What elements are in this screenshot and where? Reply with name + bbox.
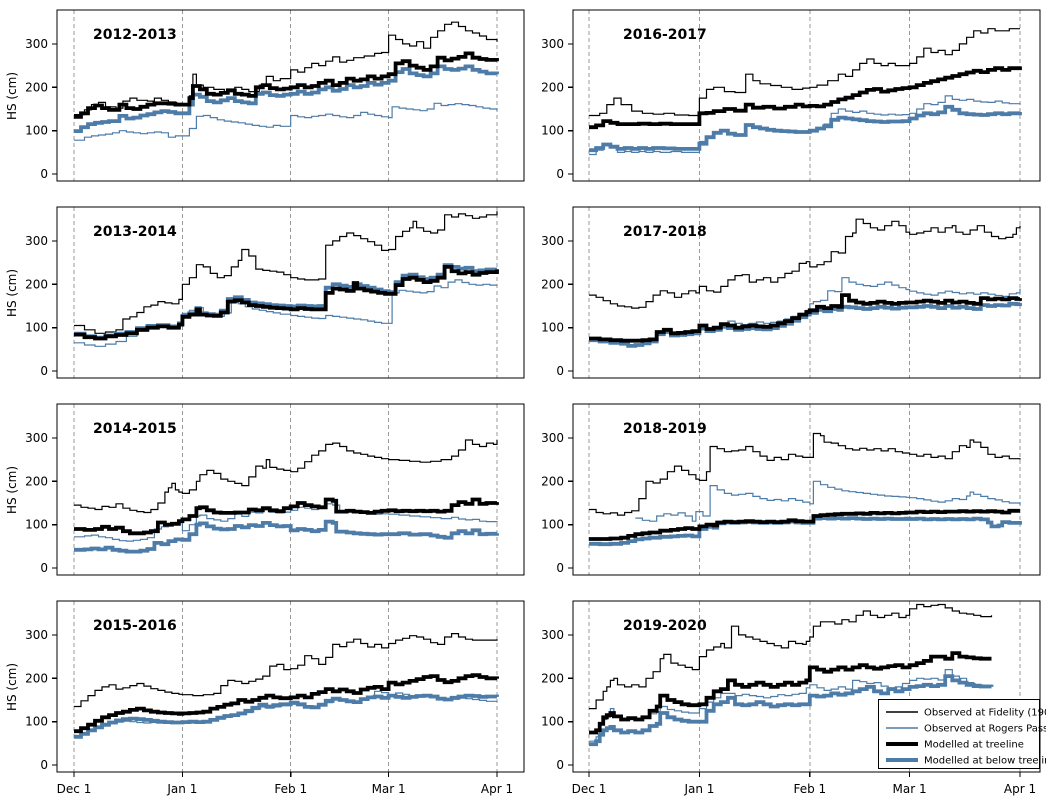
x-tick-label: Apr 1 xyxy=(1004,782,1036,796)
panel-2012-2013-chart: 0 100 200 300 HS (cm) 2012-2013 xyxy=(0,8,530,205)
panel-2017-2018-chart: 0 100 200 300 2017-2018 xyxy=(530,205,1046,402)
y-axis-title: HS (cm) xyxy=(5,72,19,120)
panel-title: 2012-2013 xyxy=(93,27,177,43)
y-tick-label: 300 xyxy=(25,628,48,642)
y-tick-label: 200 xyxy=(541,474,564,488)
legend: Observed at Fidelity (1905 m) Observed at… xyxy=(879,700,1046,769)
panel-2019-2020: 0 100 200 300 Dec 1 Jan 1 Feb 1 Mar 1 Apr 1 2019-… xyxy=(530,599,1046,808)
panel-title: 2017-2018 xyxy=(623,224,707,240)
x-tick-label: Dec 1 xyxy=(572,782,607,796)
y-tick-label: 0 xyxy=(556,167,564,181)
y-tick-label: 200 xyxy=(25,277,48,291)
y-tick-label: 100 xyxy=(25,124,48,138)
panel-2013-2014-chart: 0 100 200 300 HS (cm) 2013-2014 xyxy=(0,205,530,402)
y-tick-label: 300 xyxy=(541,234,564,248)
panel-2017-2018: 0 100 200 300 2017-2018 xyxy=(530,205,1046,406)
series-treeline-line xyxy=(589,66,1020,127)
y-tick-label: 0 xyxy=(556,561,564,575)
series-treeline-line xyxy=(589,511,1020,539)
panel-2014-2015: 0 100 200 300 HS (cm) 2014-2015 xyxy=(0,402,530,603)
series-fidelity-line xyxy=(589,434,1020,516)
y-axis-title: HS (cm) xyxy=(5,269,19,317)
panel-2013-2014: 0 100 200 300 HS (cm) 2013-2014 xyxy=(0,205,530,406)
y-tick-label: 300 xyxy=(541,37,564,51)
y-tick-label: 300 xyxy=(25,234,48,248)
y-axis-title: HS (cm) xyxy=(5,663,19,711)
panel-title: 2019-2020 xyxy=(623,618,707,634)
y-tick-label: 100 xyxy=(541,715,564,729)
x-tick-label: Apr 1 xyxy=(481,782,513,796)
y-tick-label: 200 xyxy=(541,80,564,94)
y-tick-label: 200 xyxy=(25,474,48,488)
x-tick-label: Jan 1 xyxy=(683,782,714,796)
panel-2012-2013: 0 100 200 300 HS (cm) 2012-2013 xyxy=(0,8,530,209)
panel-2016-2017: 0 100 200 300 2016-2017 xyxy=(530,8,1046,209)
legend-label-rogers: Observed at Rogers Pass (1315 m) xyxy=(924,724,1046,735)
panel-title: 2016-2017 xyxy=(623,27,707,43)
y-tick-label: 100 xyxy=(25,321,48,335)
panel-2016-2017-chart: 0 100 200 300 2016-2017 xyxy=(530,8,1046,205)
y-tick-label: 0 xyxy=(40,758,48,772)
y-tick-label: 100 xyxy=(25,715,48,729)
y-tick-label: 200 xyxy=(25,80,48,94)
y-tick-label: 0 xyxy=(40,561,48,575)
series-below-line xyxy=(74,522,497,552)
y-tick-label: 100 xyxy=(25,518,48,532)
legend-label-treeline: Modelled at treeline xyxy=(924,740,1024,751)
x-tick-label: Feb 1 xyxy=(793,782,826,796)
y-tick-label: 300 xyxy=(25,431,48,445)
y-tick-label: 200 xyxy=(25,671,48,685)
x-tick-label: Mar 1 xyxy=(372,782,406,796)
y-tick-label: 0 xyxy=(556,364,564,378)
panel-title: 2018-2019 xyxy=(623,421,707,437)
series-below-line xyxy=(74,696,497,737)
x-tick-label: Dec 1 xyxy=(57,782,92,796)
series-below-line xyxy=(74,265,497,337)
x-tick-label: Jan 1 xyxy=(166,782,197,796)
panel-title: 2014-2015 xyxy=(93,421,177,437)
y-tick-label: 100 xyxy=(541,321,564,335)
y-tick-label: 300 xyxy=(541,431,564,445)
panel-title: 2013-2014 xyxy=(93,224,177,240)
panel-2019-2020-chart: 0 100 200 300 Dec 1 Jan 1 Feb 1 Mar 1 Apr 1 2019-… xyxy=(530,599,1046,804)
y-tick-label: 0 xyxy=(40,167,48,181)
y-tick-label: 0 xyxy=(556,758,564,772)
y-tick-label: 100 xyxy=(541,124,564,138)
y-tick-label: 0 xyxy=(40,364,48,378)
y-tick-label: 300 xyxy=(541,628,564,642)
legend-label-below: Modelled at below treeline xyxy=(924,756,1046,767)
panel-2018-2019: 0 100 200 300 2018-2019 xyxy=(530,402,1046,603)
series-fidelity-line xyxy=(74,440,497,513)
legend-label-fidelity: Observed at Fidelity (1905 m) xyxy=(924,708,1046,719)
y-axis-title: HS (cm) xyxy=(5,466,19,514)
x-tick-label: Feb 1 xyxy=(274,782,307,796)
y-tick-label: 200 xyxy=(541,671,564,685)
y-tick-label: 300 xyxy=(25,37,48,51)
panel-title: 2015-2016 xyxy=(93,618,177,634)
x-tick-label: Mar 1 xyxy=(893,782,927,796)
panel-2014-2015-chart: 0 100 200 300 HS (cm) 2014-2015 xyxy=(0,402,530,599)
y-tick-label: 200 xyxy=(541,277,564,291)
y-tick-label: 100 xyxy=(541,518,564,532)
panel-2015-2016: 0 100 200 300 HS (cm) Dec 1 Jan 1 Feb 1 Mar 1 Apr… xyxy=(0,599,530,808)
panel-2018-2019-chart: 0 100 200 300 2018-2019 xyxy=(530,402,1046,599)
panel-2015-2016-chart: 0 100 200 300 HS (cm) Dec 1 Jan 1 Feb 1 Mar 1 Apr… xyxy=(0,599,530,804)
